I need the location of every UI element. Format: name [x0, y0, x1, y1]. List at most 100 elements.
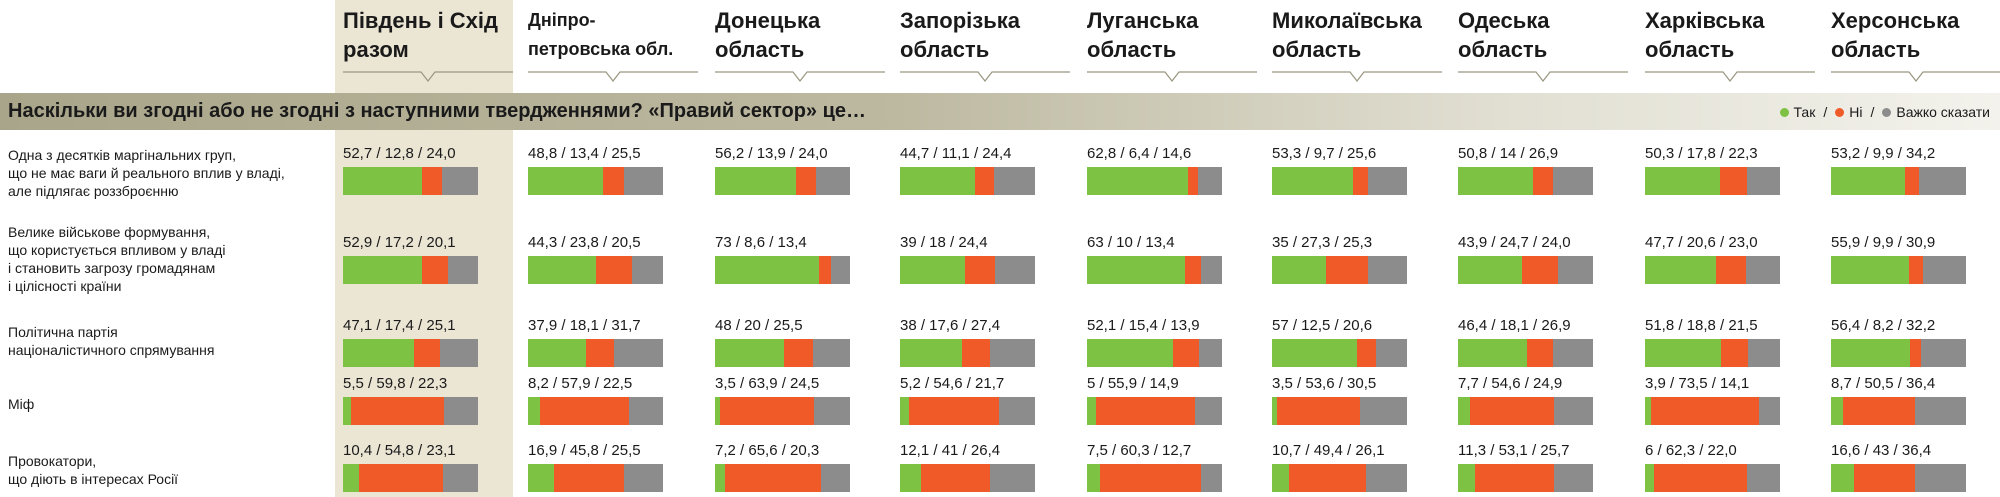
bar-segment-no [1469, 397, 1555, 425]
bar-segment-yes [343, 339, 414, 367]
bar-segment-no [1720, 339, 1749, 367]
stacked-bar [1272, 167, 1407, 195]
bar-segment-hard [1366, 464, 1407, 492]
column-header: Дніпро- петровська обл. [528, 10, 674, 59]
stacked-bar [900, 167, 1035, 195]
data-label: 73 / 8,6 / 13,4 [715, 234, 807, 251]
data-label: 52,7 / 12,8 / 24,0 [343, 145, 456, 162]
bar-segment-yes [343, 464, 359, 492]
stacked-bar [1087, 167, 1222, 195]
stacked-bar [1458, 339, 1593, 367]
bar-segment-no [1909, 339, 1922, 367]
bar-segment-no [422, 167, 442, 195]
bar-segment-yes [900, 397, 909, 425]
data-label: 52,9 / 17,2 / 20,1 [343, 234, 456, 251]
stacked-bar [1831, 167, 1966, 195]
row-label: Провокатори, що діють в інтересах Росії [8, 453, 179, 487]
column-header: Херсонська область [1831, 8, 1960, 62]
data-label: 48,8 / 13,4 / 25,5 [528, 145, 641, 162]
bar-segment-no [553, 464, 624, 492]
bar-segment-no [1532, 167, 1554, 195]
stacked-bar [1458, 464, 1593, 492]
bar-segment-yes [1645, 256, 1716, 284]
bar-segment-hard [990, 464, 1035, 492]
data-label: 37,9 / 18,1 / 31,7 [528, 317, 641, 334]
bar-segment-yes [528, 256, 596, 284]
bar-segment-yes [528, 464, 554, 492]
data-label: 7,2 / 65,6 / 20,3 [715, 442, 820, 459]
bar-segment-hard [1195, 397, 1222, 425]
data-label: 57 / 12,5 / 20,6 [1272, 317, 1373, 334]
legend-item: Так [1779, 103, 1816, 121]
column-header: Миколаївська область [1272, 8, 1422, 62]
bar-segment-hard [1558, 256, 1593, 284]
data-label: 50,3 / 17,8 / 22,3 [1645, 145, 1758, 162]
stacked-bar [1831, 464, 1966, 492]
bar-segment-no [1653, 464, 1748, 492]
bar-segment-hard [628, 397, 663, 425]
data-label: 11,3 / 53,1 / 25,7 [1458, 442, 1570, 459]
bar-segment-no [422, 256, 448, 284]
row-label: Міф [8, 396, 35, 412]
bar-segment-no [1526, 339, 1554, 367]
bar-segment-hard [1554, 397, 1593, 425]
bar-segment-hard [1922, 256, 1966, 284]
row-label: Одна з десятків маргінальних груп, що не… [8, 147, 285, 199]
bar-segment-hard [1367, 167, 1407, 195]
bar-segment-hard [440, 339, 478, 367]
bar-segment-yes [715, 464, 726, 492]
bar-segment-yes [528, 339, 587, 367]
bar-segment-no [784, 339, 814, 367]
bar-segment-hard [442, 464, 478, 492]
bar-segment-no [920, 464, 991, 492]
bar-segment-no [1843, 397, 1915, 425]
bar-segment-yes [1458, 339, 1527, 367]
column-header-rule [1831, 70, 2000, 84]
bar-segment-hard [830, 256, 850, 284]
column-header: Харківська область [1645, 8, 1765, 62]
bar-segment-hard [1914, 397, 1966, 425]
legend-label: Ні [1849, 104, 1863, 120]
bar-segment-no [351, 397, 444, 425]
bar-segment-no [720, 397, 814, 425]
data-label: 44,3 / 23,8 / 20,5 [528, 234, 641, 251]
bar-segment-yes [1458, 397, 1470, 425]
data-label: 5 / 55,9 / 14,9 [1087, 375, 1179, 392]
legend-item: Ні [1835, 103, 1862, 121]
stacked-bar [528, 464, 663, 492]
stacked-bar [1272, 464, 1407, 492]
bar-segment-no [413, 339, 441, 367]
bar-segment-yes [715, 339, 785, 367]
stacked-bar [1087, 339, 1222, 367]
data-label: 7,7 / 54,6 / 24,9 [1458, 375, 1563, 392]
bar-segment-no [1095, 397, 1196, 425]
bar-segment-hard [814, 397, 850, 425]
bar-segment-no [1474, 464, 1555, 492]
bar-segment-yes [343, 256, 423, 284]
bar-segment-hard [441, 167, 478, 195]
bar-segment-yes [1087, 464, 1100, 492]
data-label: 56,4 / 8,2 / 32,2 [1831, 317, 1936, 334]
column-header-rule [1458, 70, 1628, 84]
data-label: 47,1 / 17,4 / 25,1 [343, 317, 456, 334]
column-header: Одеська область [1458, 8, 1550, 62]
column-header-rule [900, 70, 1070, 84]
bar-segment-hard [1759, 397, 1780, 425]
data-label: 5,2 / 54,6 / 21,7 [900, 375, 1005, 392]
bar-segment-yes [1831, 167, 1905, 195]
bar-segment-hard [447, 256, 478, 284]
bar-segment-hard [813, 339, 850, 367]
bar-segment-yes [1831, 464, 1855, 492]
data-label: 55,9 / 9,9 / 30,9 [1831, 234, 1936, 251]
legend-label: Так [1793, 104, 1816, 120]
bar-segment-hard [1746, 167, 1780, 195]
stacked-bar [1272, 256, 1407, 284]
bar-segment-yes [1087, 256, 1186, 284]
bar-segment-hard [1376, 339, 1407, 367]
column-header: Запорізька область [900, 8, 1021, 62]
stacked-bar [1645, 339, 1780, 367]
bar-segment-hard [1918, 167, 1966, 195]
bar-segment-no [603, 167, 624, 195]
bar-segment-yes [1087, 167, 1189, 195]
stacked-bar [1831, 397, 1966, 425]
